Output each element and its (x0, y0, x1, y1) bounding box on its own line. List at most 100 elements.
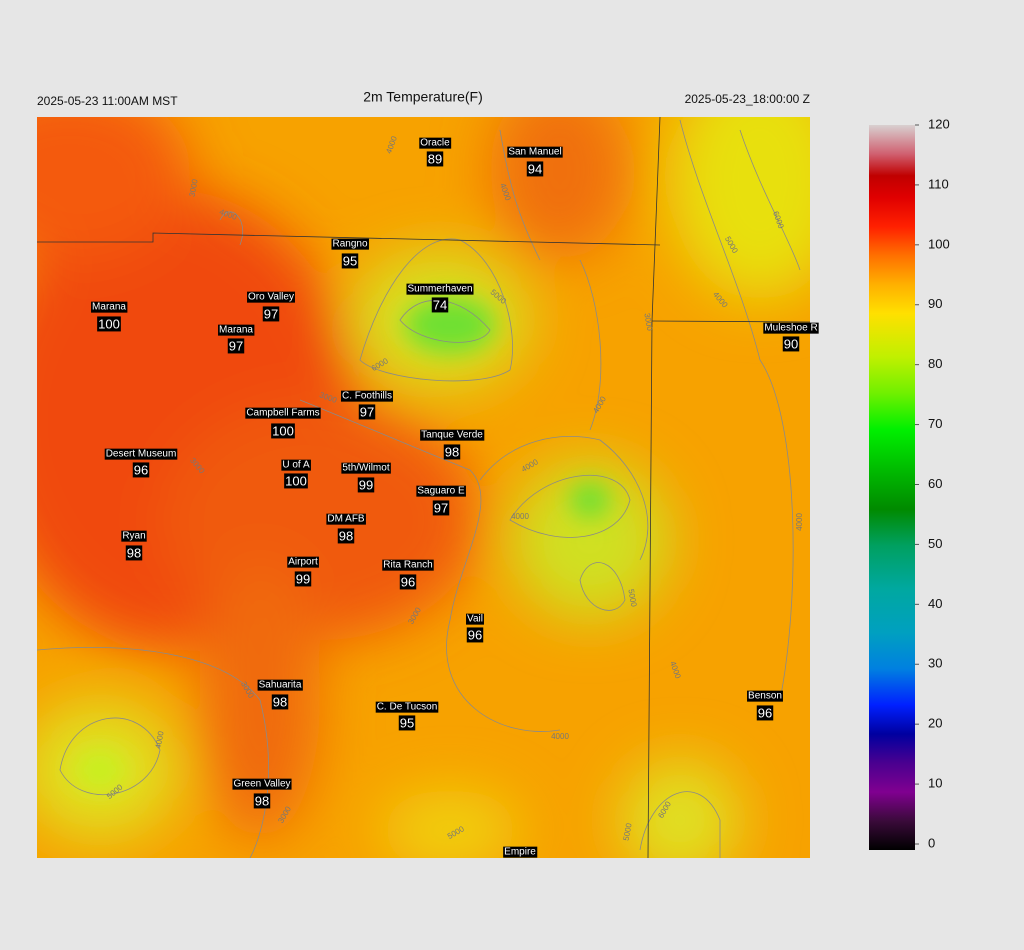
station-name-group: Oracle (419, 137, 452, 149)
station-value: 95 (343, 253, 357, 268)
station-value-group: 98 (271, 694, 289, 710)
station-name: San Manuel (508, 147, 561, 158)
station-name-bg (341, 462, 391, 474)
station-value-bg (398, 715, 416, 731)
station-value-group: 95 (341, 253, 359, 269)
contour-label: 3000 (642, 312, 654, 332)
station-name: Airport (288, 557, 318, 568)
station-name: Saguaro E (417, 486, 465, 497)
station-name-group: Summerhaven (406, 283, 474, 295)
colorbar-tick-label: 70 (928, 416, 942, 431)
station-name-group: Marana (91, 301, 128, 313)
colorbar-tick-label: 0 (928, 835, 935, 850)
station-name-bg (382, 559, 434, 571)
station-value-bg (443, 444, 461, 460)
station-value-group: 97 (262, 306, 280, 322)
station-value-bg (426, 151, 444, 167)
station-value: 96 (134, 462, 148, 477)
station-name-group: San Manuel (507, 146, 563, 158)
station-name: Muleshoe R (764, 323, 817, 334)
station-name: Oro Valley (248, 292, 294, 303)
station-value-bg (357, 477, 375, 493)
station-value-bg (294, 571, 312, 587)
colorbar-tick-label: 20 (928, 716, 942, 731)
station-value-group: 96 (756, 705, 774, 721)
station-name-group: Rita Ranch (382, 559, 434, 571)
station-name-bg (763, 322, 819, 334)
station-value-group: 98 (125, 545, 143, 561)
station-name-group: U of A (281, 459, 311, 471)
temperature-field: 4000300040004000600050004000300060005000… (37, 117, 810, 858)
station-name: DM AFB (327, 514, 365, 525)
station-value-group: 98 (253, 793, 271, 809)
station-value: 96 (401, 574, 415, 589)
station-value-group: 94 (526, 161, 544, 177)
station-name-bg (375, 701, 439, 713)
station-name-group: Vail (466, 613, 484, 625)
contour-label: 4000 (154, 730, 166, 750)
station-value: 90 (784, 336, 798, 351)
station-name-bg (419, 137, 452, 149)
station-name: Campbell Farms (246, 408, 319, 419)
station-value-group: 97 (432, 500, 450, 516)
station-name: Ryan (122, 531, 145, 542)
station-value-bg (432, 500, 450, 516)
colorbar-tick-label: 90 (928, 296, 942, 311)
station-value-group: 90 (782, 336, 800, 352)
colorbar-tick-label: 110 (928, 176, 949, 191)
station-name: Oracle (420, 138, 450, 149)
station-value: 98 (127, 545, 141, 560)
station-value-bg (358, 404, 376, 420)
contour-label: 4000 (551, 732, 569, 741)
station-value-group: 97 (358, 404, 376, 420)
station-value: 98 (339, 528, 353, 543)
station-value: 96 (468, 627, 482, 642)
station-name: Green Valley (233, 779, 290, 790)
contour-label: 5000 (622, 822, 634, 842)
station-name: Desert Museum (106, 449, 177, 460)
station-value: 98 (445, 444, 459, 459)
station-name-group: C. De Tucson (375, 701, 439, 713)
station-name: Marana (92, 302, 126, 313)
station-value: 97 (229, 338, 243, 353)
station-value-bg (262, 306, 280, 322)
colorbar-tick-label: 40 (928, 596, 942, 611)
station-value: 98 (273, 694, 287, 709)
colorbar-tick-label: 60 (928, 476, 942, 491)
station-name-group: C. Foothills (340, 390, 394, 402)
station-name-group: Saguaro E (416, 485, 466, 497)
station-name: U of A (282, 460, 310, 471)
station-name-group: DM AFB (326, 513, 366, 525)
station-name-bg (331, 238, 369, 250)
station-value-group: 99 (294, 571, 312, 587)
contour-label: 4000 (795, 513, 804, 531)
station-value-bg (132, 462, 150, 478)
station-value-group: 100 (97, 316, 121, 332)
station-value-bg (526, 161, 544, 177)
station-value-bg (271, 694, 289, 710)
station-name: Marana (219, 325, 253, 336)
station-name-bg (406, 283, 474, 295)
station-value-group: 97 (227, 338, 245, 354)
station-name: C. Foothills (342, 391, 392, 402)
station-name: Empire (504, 847, 536, 858)
station-value: 99 (296, 571, 310, 586)
station-value-group: 98 (337, 528, 355, 544)
station-name: Vail (467, 614, 483, 625)
station-name-bg (416, 485, 466, 497)
contour-label: 3000 (188, 178, 200, 198)
station-value-bg (782, 336, 800, 352)
station-name-bg (340, 390, 394, 402)
station-name-group: Ryan (121, 530, 147, 542)
station-name: Sahuarita (259, 680, 302, 691)
station-name-group: Rangno (331, 238, 369, 250)
station-value: 89 (428, 151, 442, 166)
station-value: 99 (359, 477, 373, 492)
station-value-group: 96 (399, 574, 417, 590)
station-name-bg (91, 301, 128, 313)
station-value-group: 99 (357, 477, 375, 493)
station-value-bg (227, 338, 245, 354)
station-name: Benson (748, 691, 782, 702)
station-value: 74 (433, 297, 447, 312)
